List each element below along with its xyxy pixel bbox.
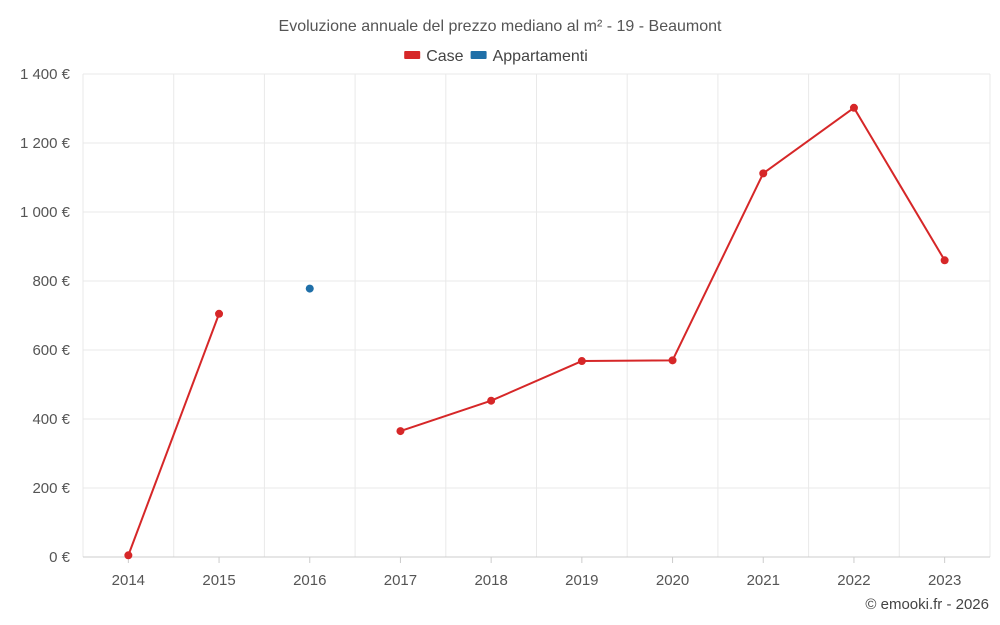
x-tick-label: 2020 [656,572,689,589]
x-tick-label: 2021 [747,572,780,589]
y-tick-label: 1 000 € [20,204,71,221]
y-tick-label: 1 200 € [20,135,71,152]
x-tick-label: 2023 [928,572,961,589]
chart-title: Evoluzione annuale del prezzo mediano al… [279,18,722,35]
series-line [400,106,946,433]
legend-item-case[interactable]: Case [404,48,464,65]
data-point[interactable] [940,256,949,265]
legend-item-appartamenti[interactable]: Appartamenti [470,48,588,65]
y-axis: 0 € 200 € 400 € 600 € 800 € 1 000 € 1 200 € 1 4… [20,66,71,566]
data-point[interactable] [668,356,677,365]
series-layer [124,103,949,560]
data-point[interactable] [124,551,133,560]
legend-label: Case [426,48,463,65]
x-tick-label: 2014 [112,572,145,589]
series-case [124,103,949,560]
data-point[interactable] [487,396,496,405]
legend-label: Appartamenti [493,48,588,65]
x-tick-label: 2022 [837,572,870,589]
x-tick-label: 2016 [293,572,326,589]
data-point[interactable] [396,427,405,436]
legend-swatch [470,51,487,59]
x-tick-label: 2015 [202,572,235,589]
series-line [127,313,220,556]
grid [82,73,991,558]
y-tick-label: 200 € [32,480,70,497]
data-point[interactable] [759,169,768,178]
x-tick-label: 2019 [565,572,598,589]
series-appartamenti [305,284,314,293]
data-point[interactable] [215,309,224,318]
x-tick-label: 2017 [384,572,417,589]
y-tick-label: 800 € [32,273,70,290]
legend: Case Appartamenti [404,48,588,65]
x-axis: 2014 2015 2016 2017 2018 2019 2020 2021 2022 2023 [83,556,990,589]
data-point[interactable] [577,357,586,366]
legend-swatch [404,51,421,59]
y-tick-label: 0 € [49,549,71,566]
x-tick-label: 2018 [474,572,507,589]
y-tick-label: 400 € [32,411,70,428]
data-point[interactable] [305,284,314,293]
credit-text: © emooki.fr - 2026 [865,596,989,613]
y-tick-label: 1 400 € [20,66,71,83]
data-point[interactable] [849,103,858,112]
y-tick-label: 600 € [32,342,70,359]
